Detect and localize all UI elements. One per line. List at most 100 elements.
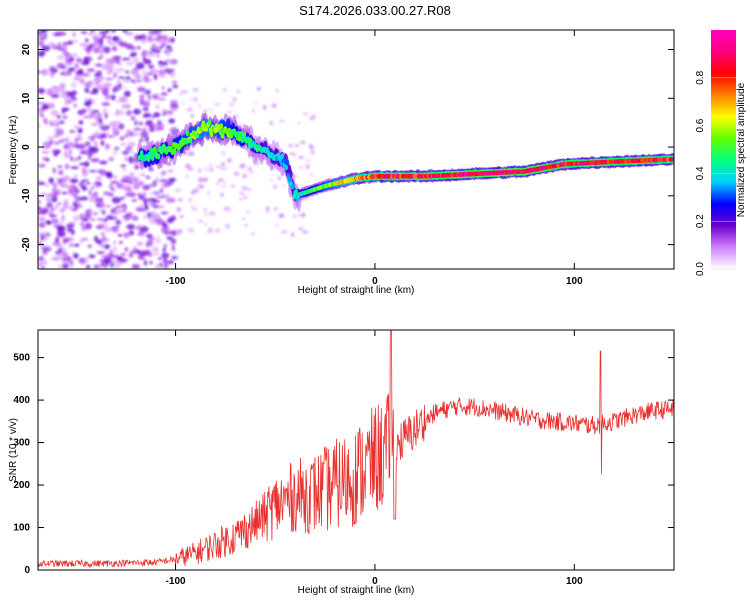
noise-blob xyxy=(73,215,80,222)
noise-blob xyxy=(298,227,304,231)
noise-blob xyxy=(220,167,228,170)
noise-blob xyxy=(100,244,105,248)
y-tick-label: 100 xyxy=(13,523,30,534)
x-tick-label: 100 xyxy=(566,576,583,587)
noise-blob xyxy=(145,240,154,247)
noise-blob xyxy=(81,170,89,177)
noise-blob xyxy=(123,90,131,98)
noise-blob xyxy=(108,156,115,162)
noise-blob xyxy=(54,204,59,210)
noise-blob xyxy=(93,211,98,216)
signal-ridge xyxy=(137,112,674,212)
noise-blob xyxy=(117,233,123,237)
noise-blob xyxy=(297,121,301,125)
noise-blob xyxy=(146,200,154,205)
noise-blob xyxy=(68,130,76,133)
noise-blob xyxy=(49,66,55,72)
noise-blob xyxy=(81,178,89,183)
noise-blob xyxy=(75,72,84,76)
noise-blob xyxy=(222,87,227,92)
noise-blob xyxy=(94,184,99,189)
noise-blob xyxy=(58,170,64,175)
noise-blob xyxy=(242,217,246,221)
noise-blob xyxy=(60,180,66,185)
noise-blob xyxy=(56,128,65,136)
noise-blob xyxy=(264,205,271,211)
noise-blob xyxy=(241,173,248,179)
noise-blob xyxy=(145,233,153,238)
noise-blob xyxy=(92,87,99,94)
noise-blob xyxy=(76,57,83,63)
noise-blob xyxy=(67,185,76,191)
noise-blob xyxy=(188,197,193,203)
noise-blob xyxy=(93,40,99,47)
noise-blob xyxy=(107,192,115,197)
noise-blob xyxy=(72,39,79,43)
y-tick-label: 200 xyxy=(13,480,30,491)
noise-blob xyxy=(70,96,78,101)
noise-blob xyxy=(160,92,168,96)
noise-blob xyxy=(79,43,89,47)
spectrogram-y-ticks: -20 -10 0 10 20 xyxy=(21,44,674,252)
noise-blob xyxy=(82,237,89,241)
noise-blob xyxy=(79,162,86,166)
noise-blob xyxy=(156,53,161,59)
noise-blob xyxy=(200,184,205,189)
noise-blob xyxy=(74,243,80,247)
noise-blob xyxy=(51,195,58,203)
noise-blob xyxy=(86,68,95,72)
noise-blob xyxy=(162,109,167,113)
snr-series-line xyxy=(38,330,674,569)
noise-blob xyxy=(56,254,63,258)
noise-blob xyxy=(170,99,178,106)
noise-blob xyxy=(146,119,154,127)
noise-blob xyxy=(73,125,80,129)
noise-blob xyxy=(170,215,177,221)
noise-blob xyxy=(102,225,108,230)
noise-blob xyxy=(171,80,178,85)
noise-blob xyxy=(69,156,74,162)
noise-blob xyxy=(213,229,221,234)
noise-blob xyxy=(118,76,126,80)
noise-blob xyxy=(147,94,152,101)
noise-blob xyxy=(155,263,159,269)
ridge-core xyxy=(291,183,295,190)
noise-blob xyxy=(49,71,55,78)
noise-blob xyxy=(161,226,170,234)
noise-blob xyxy=(189,98,196,101)
noise-blob xyxy=(79,78,86,85)
noise-blob xyxy=(88,189,92,196)
noise-blob xyxy=(166,236,173,240)
noise-blob xyxy=(122,104,128,109)
noise-blob xyxy=(161,171,167,175)
noise-blob xyxy=(88,31,93,37)
noise-blob xyxy=(132,57,140,64)
colorbar: 0.0 0.2 0.4 0.6 0.8 Normalized spectral ampl… xyxy=(695,30,747,276)
noise-blob xyxy=(142,107,149,112)
noise-blob xyxy=(93,264,99,269)
noise-blob xyxy=(120,142,127,146)
noise-blob xyxy=(99,259,107,263)
noise-blob xyxy=(83,100,92,107)
noise-blob xyxy=(111,227,119,234)
noise-blob xyxy=(142,191,147,198)
noise-blob xyxy=(122,30,128,33)
noise-blob xyxy=(167,169,174,173)
noise-blob xyxy=(137,232,146,237)
noise-blob xyxy=(177,197,184,202)
noise-blob xyxy=(206,229,213,234)
noise-blob xyxy=(278,119,286,123)
noise-blob xyxy=(139,98,145,106)
noise-blob xyxy=(170,106,178,112)
noise-blob xyxy=(115,67,125,73)
noise-blob xyxy=(99,160,108,165)
noise-blob xyxy=(275,223,279,228)
noise-blob xyxy=(215,165,222,169)
noise-blob xyxy=(281,229,288,234)
noise-blob xyxy=(163,231,171,235)
noise-blob xyxy=(43,71,49,76)
noise-blob xyxy=(124,246,129,253)
noise-blob xyxy=(62,41,72,46)
noise-blob xyxy=(139,227,144,234)
